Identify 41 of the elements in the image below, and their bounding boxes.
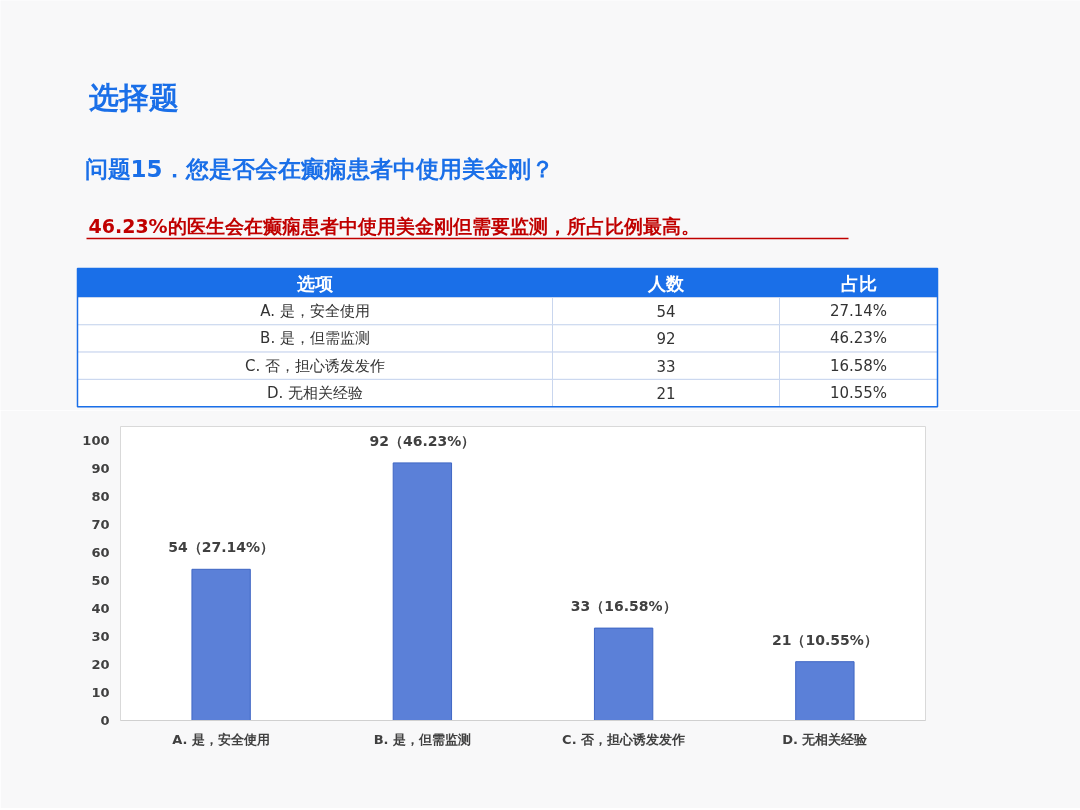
bar — [795, 661, 855, 721]
y-tick-label: 70 — [91, 517, 110, 532]
y-tick-label: 50 — [91, 573, 110, 588]
data-label: 33（16.58%） — [570, 598, 677, 615]
y-tick-label: 10 — [91, 685, 110, 700]
text: B. 是，但需监测 — [260, 329, 370, 348]
data-label: 54（27.14%） — [168, 539, 275, 556]
y-tick-label: 0 — [100, 713, 110, 728]
text: 33 — [656, 357, 676, 376]
x-tick-label: C. 否，担心诱发发作 — [562, 731, 686, 747]
text: 占比 — [840, 272, 877, 294]
y-tick-label: 60 — [91, 545, 110, 560]
text: 问题15．您是否会在癫痫患者中使用美金刚？ — [84, 155, 554, 182]
text: 54 — [656, 303, 676, 322]
text: 27.14% — [829, 302, 888, 321]
text: C. 否，担心诱发发作 — [245, 356, 386, 375]
x-tick-label: B. 是，但需监测 — [373, 731, 472, 747]
y-tick-label: 30 — [91, 629, 110, 644]
text: A. 是，安全使用 — [260, 302, 370, 321]
y-tick-label: 40 — [91, 601, 110, 616]
text: 21 — [656, 385, 676, 404]
bar — [392, 462, 453, 721]
x-tick-label: A. 是，安全使用 — [172, 731, 271, 747]
bar — [593, 627, 654, 721]
text: 人数 — [647, 272, 685, 294]
bar — [191, 568, 251, 721]
text: 选项 — [296, 272, 333, 294]
y-tick-label: 100 — [82, 433, 110, 448]
text: 选择题 — [87, 80, 179, 115]
x-tick-label: D. 无相关经验 — [782, 731, 869, 747]
text: 16.58% — [829, 356, 888, 375]
text: 92 — [656, 330, 676, 349]
y-tick-label: 20 — [91, 657, 110, 672]
data-label: 21（10.55%） — [771, 631, 878, 648]
text: 46.23%的医生会在癫痫患者中使用美金刚但需要监测，所占比例最高。 — [88, 214, 700, 237]
y-tick-label: 90 — [91, 461, 110, 476]
text: D. 无相关经验 — [266, 384, 364, 403]
y-tick-label: 80 — [91, 489, 110, 504]
data-label: 92（46.23%） — [369, 432, 476, 449]
text: 46.23% — [829, 329, 888, 348]
text: 10.55% — [829, 384, 888, 403]
